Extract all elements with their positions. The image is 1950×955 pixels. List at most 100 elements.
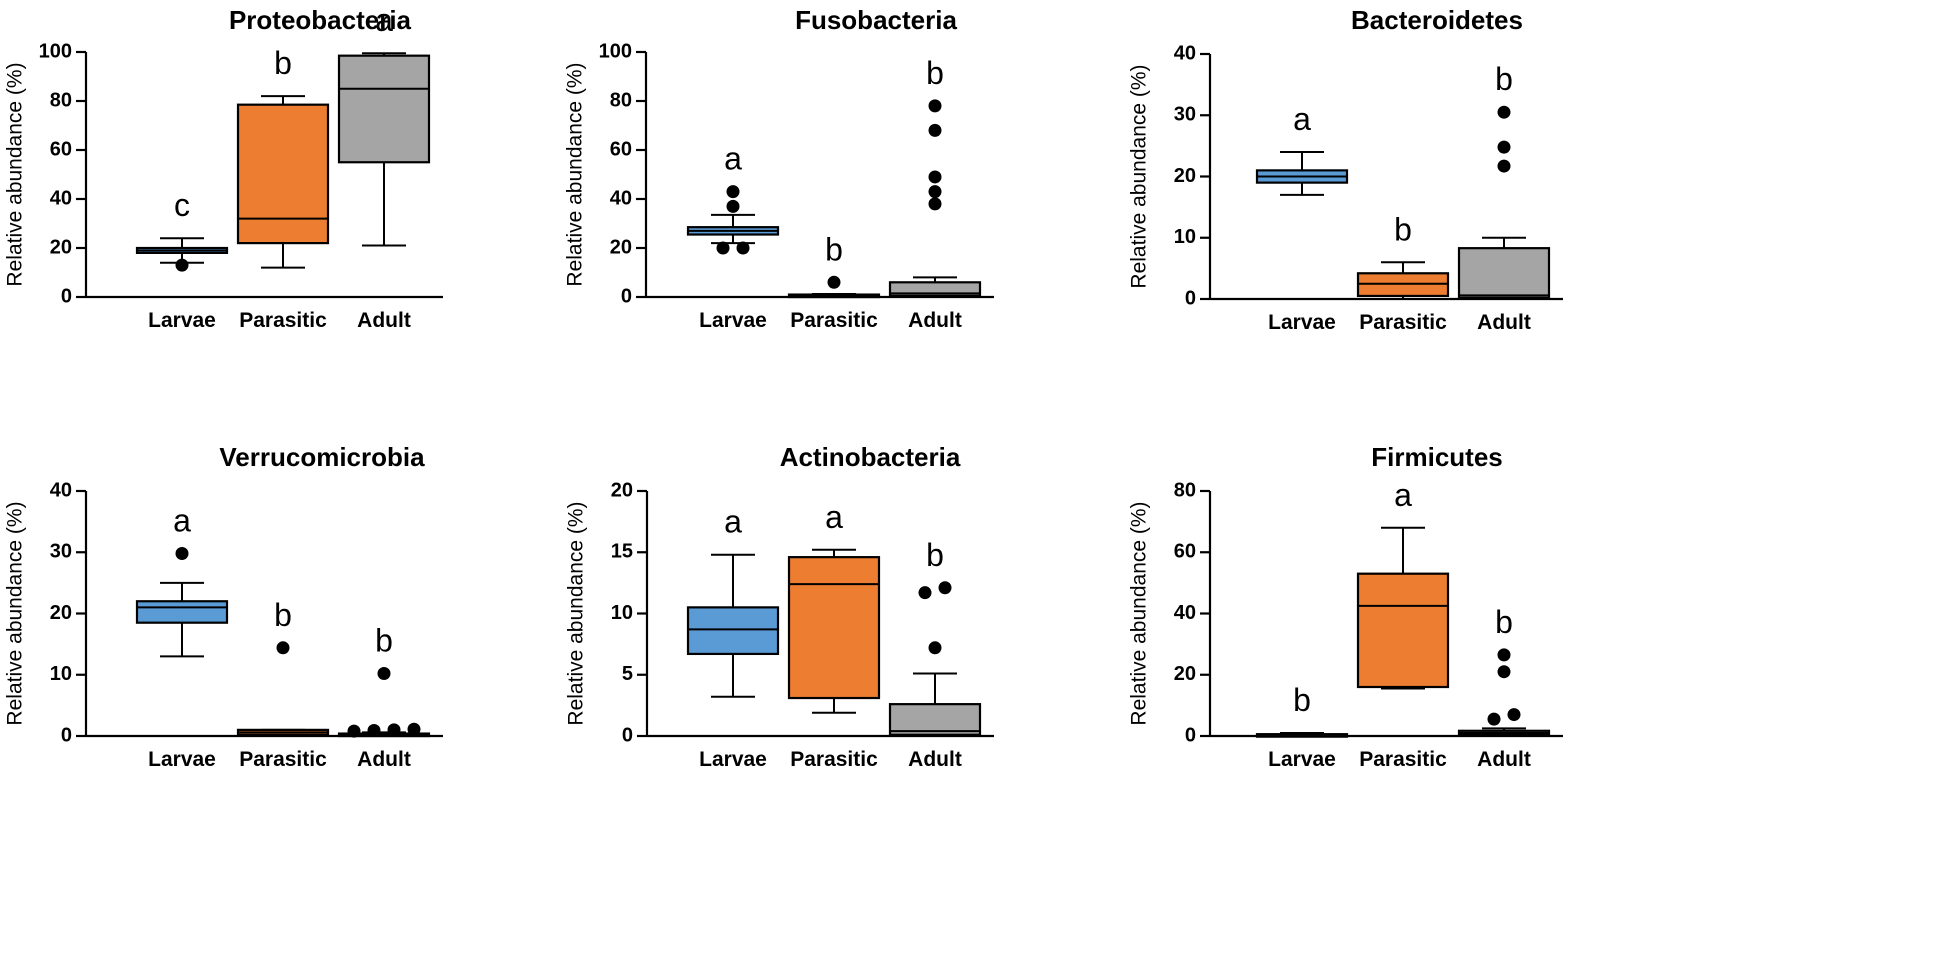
panel-1-title: Proteobacteria — [229, 5, 412, 35]
panel-1-larvae-category-label: Larvae — [148, 309, 216, 332]
panel-5-larvae-category-label: Larvae — [699, 748, 767, 771]
panel-2-parasitic-outlier — [827, 275, 841, 289]
panel-2-adult-outlier — [928, 197, 942, 211]
panel-6-adult-outlier — [1487, 712, 1501, 726]
panel-5-parasitic-significance-letter: a — [825, 499, 843, 535]
panel-3-y-tick-label: 40 — [1174, 42, 1196, 64]
panel-1-y-tick-label: 40 — [50, 187, 72, 209]
panel-5-adult-outlier — [938, 581, 952, 595]
panel-2-y-tick-label: 40 — [610, 187, 632, 209]
panel-3-adult-significance-letter: b — [1495, 61, 1513, 97]
panel-4-larvae-significance-letter: a — [173, 502, 191, 538]
panel-5-y-tick-label: 10 — [611, 602, 633, 624]
panel-2-adult-outlier — [928, 170, 942, 184]
panel-5-adult-outlier — [928, 641, 942, 655]
panel-3-larvae-category-label: Larvae — [1268, 311, 1336, 334]
panel-4-adult-category-label: Adult — [357, 748, 411, 771]
panel-4-adult-outlier — [407, 722, 421, 736]
panel-5-y-tick-label: 0 — [622, 724, 633, 746]
panel-5-adult-category-label: Adult — [908, 748, 962, 771]
panel-1-y-tick-label: 80 — [50, 89, 72, 111]
panel-2-adult-outlier — [928, 123, 942, 137]
panel-1-parasitic-category-label: Parasitic — [239, 309, 327, 332]
panel-3-adult-outlier — [1497, 140, 1511, 154]
panel-5-y-axis-label: Relative abundance (%) — [565, 501, 588, 725]
panel-4-y-axis-label: Relative abundance (%) — [4, 501, 27, 725]
panel-4-adult-outlier — [367, 723, 381, 737]
panel-6-adult-outlier — [1497, 648, 1511, 662]
panel-4-larvae-box — [135, 600, 229, 624]
panel-1-adult-significance-letter: a — [375, 2, 393, 38]
panel-4-adult-significance-letter: b — [375, 623, 393, 659]
panel-5-parasitic-category-label: Parasitic — [790, 748, 878, 771]
panel-3-larvae-significance-letter: a — [1293, 101, 1311, 137]
panel-1-adult-category-label: Adult — [357, 309, 411, 332]
panel-3-adult-outlier — [1497, 159, 1511, 173]
panel-2-larvae-outlier — [716, 241, 730, 255]
panel-6-title: Firmicutes — [1371, 442, 1503, 472]
panel-5-larvae-box — [686, 606, 780, 656]
panel-5-parasitic-box — [787, 556, 881, 700]
panel-6-y-tick-label: 20 — [1174, 663, 1196, 685]
panel-1-parasitic-box — [236, 103, 330, 245]
panel-4-adult-outlier — [347, 724, 361, 738]
panel-3-adult-box — [1457, 247, 1551, 299]
panel-2-larvae-outlier — [736, 241, 750, 255]
panel-6-larvae-category-label: Larvae — [1268, 748, 1336, 771]
panel-2-larvae-significance-letter: a — [724, 141, 742, 177]
panel-3-y-tick-label: 20 — [1174, 165, 1196, 187]
panel-3-y-tick-label: 30 — [1174, 104, 1196, 126]
panel-4-y-tick-label: 0 — [61, 724, 72, 746]
panel-2-parasitic-category-label: Parasitic — [790, 309, 878, 332]
panel-2-title: Fusobacteria — [795, 5, 957, 35]
panel-1-y-axis-label: Relative abundance (%) — [4, 62, 27, 286]
panel-6-larvae-significance-letter: b — [1293, 682, 1311, 718]
panel-6-parasitic-box — [1356, 572, 1450, 689]
panel-6-y-axis-label: Relative abundance (%) — [1128, 501, 1151, 725]
panel-2-y-tick-label: 20 — [610, 236, 632, 258]
panel-4-y-tick-label: 10 — [50, 663, 72, 685]
panel-2-adult-significance-letter: b — [926, 55, 944, 91]
panel-1-larvae-significance-letter: c — [174, 187, 190, 223]
panel-2-y-tick-label: 80 — [610, 89, 632, 111]
panel-6-y-tick-label: 0 — [1185, 724, 1196, 746]
panel-2-adult-outlier — [928, 185, 942, 199]
panel-4-parasitic-category-label: Parasitic — [239, 748, 327, 771]
panel-2-y-tick-label: 100 — [599, 40, 632, 62]
panel-3-y-tick-label: 10 — [1174, 226, 1196, 248]
panel-3-title: Bacteroidetes — [1351, 5, 1523, 35]
panel-4-adult-outlier — [377, 667, 391, 681]
panel-5-y-tick-label: 20 — [611, 479, 633, 501]
panel-1-y-tick-label: 20 — [50, 236, 72, 258]
panel-1-y-tick-label: 100 — [39, 40, 72, 62]
panel-4-larvae-outlier — [175, 546, 189, 560]
panel-4-y-tick-label: 30 — [50, 541, 72, 563]
panel-2-y-tick-label: 60 — [610, 138, 632, 160]
panel-2-adult-category-label: Adult — [908, 309, 962, 332]
panel-4-adult-outlier — [387, 723, 401, 737]
panel-6-adult-outlier — [1507, 708, 1521, 722]
panel-2-larvae-category-label: Larvae — [699, 309, 767, 332]
panel-1-larvae-outlier — [175, 258, 189, 272]
panel-6-parasitic-category-label: Parasitic — [1359, 748, 1447, 771]
panel-2-larvae-outlier — [726, 185, 740, 199]
panel-4-parasitic-outlier — [276, 641, 290, 655]
panel-5-adult-outlier — [918, 586, 932, 600]
panel-4-parasitic-significance-letter: b — [274, 597, 292, 633]
panel-1-y-tick-label: 0 — [61, 285, 72, 307]
panel-6-y-tick-label: 60 — [1174, 541, 1196, 563]
panel-1-y-tick-label: 60 — [50, 138, 72, 160]
panel-6-adult-category-label: Adult — [1477, 748, 1531, 771]
panel-3-parasitic-category-label: Parasitic — [1359, 311, 1447, 334]
panel-3-adult-category-label: Adult — [1477, 311, 1531, 334]
panel-2-larvae-outlier — [726, 199, 740, 213]
panel-5-title: Actinobacteria — [780, 442, 961, 472]
panel-6-adult-outlier — [1497, 665, 1511, 679]
panel-2-y-axis-label: Relative abundance (%) — [564, 62, 587, 286]
panel-5-y-tick-label: 15 — [611, 541, 633, 563]
panel-6-adult-significance-letter: b — [1495, 604, 1513, 640]
panel-5-y-tick-label: 5 — [622, 663, 633, 685]
panel-4-larvae-category-label: Larvae — [148, 748, 216, 771]
panel-2-adult-outlier — [928, 99, 942, 113]
